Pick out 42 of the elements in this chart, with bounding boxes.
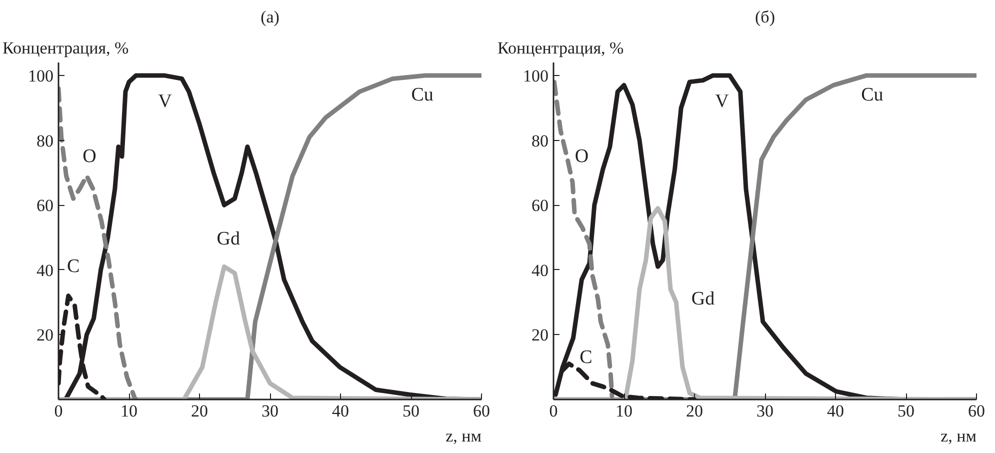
y-axis-title: Концентрация, % <box>498 38 624 58</box>
series-label: C <box>580 346 592 368</box>
chart-title: (б) <box>755 8 775 26</box>
x-tick-label: 30 <box>262 402 278 420</box>
y-tick-label: 40 <box>36 260 54 280</box>
x-tick-label: 0 <box>54 402 63 420</box>
y-tick-label: 40 <box>532 260 548 280</box>
series-label: Cu <box>411 84 434 106</box>
series-label: Gd <box>216 228 241 250</box>
y-tick-label: 80 <box>36 131 54 150</box>
line-series <box>554 80 614 399</box>
series-label: O <box>574 146 589 167</box>
series-label: Gd <box>691 288 716 310</box>
chart-title: (а) <box>260 8 280 26</box>
x-tick-label: 30 <box>756 402 774 420</box>
x-tick-label: 60 <box>473 402 490 420</box>
x-tick-label: 10 <box>120 402 138 420</box>
y-tick-label: 20 <box>36 326 54 345</box>
y-tick-label: 80 <box>532 131 548 150</box>
x-tick-label: 20 <box>686 402 703 420</box>
y-tick-label: 100 <box>28 66 54 86</box>
x-tick-label: 40 <box>827 402 844 420</box>
y-tick-label: 20 <box>532 326 548 345</box>
x-tick-label: 20 <box>191 402 208 420</box>
x-tick-label: 40 <box>332 402 349 420</box>
x-axis-title: z, нм <box>940 426 977 446</box>
y-tick-label: 100 <box>523 66 548 86</box>
y-tick-label: 60 <box>532 196 548 216</box>
series-label: O <box>82 146 96 167</box>
x-tick-label: 50 <box>898 402 914 420</box>
series-label: V <box>158 90 172 112</box>
x-tick-label: 60 <box>968 402 985 420</box>
series-label: Cu <box>861 84 884 106</box>
line-series <box>58 86 138 400</box>
y-tick-label: 60 <box>36 196 54 216</box>
series-label: V <box>715 90 730 112</box>
x-tick-label: 10 <box>616 402 632 420</box>
x-axis-title: z, нм <box>446 426 482 446</box>
x-tick-label: 50 <box>402 402 420 420</box>
series-label: C <box>66 256 80 278</box>
x-tick-label: 0 <box>549 402 558 420</box>
y-axis-title: Концентрация, % <box>2 38 129 58</box>
